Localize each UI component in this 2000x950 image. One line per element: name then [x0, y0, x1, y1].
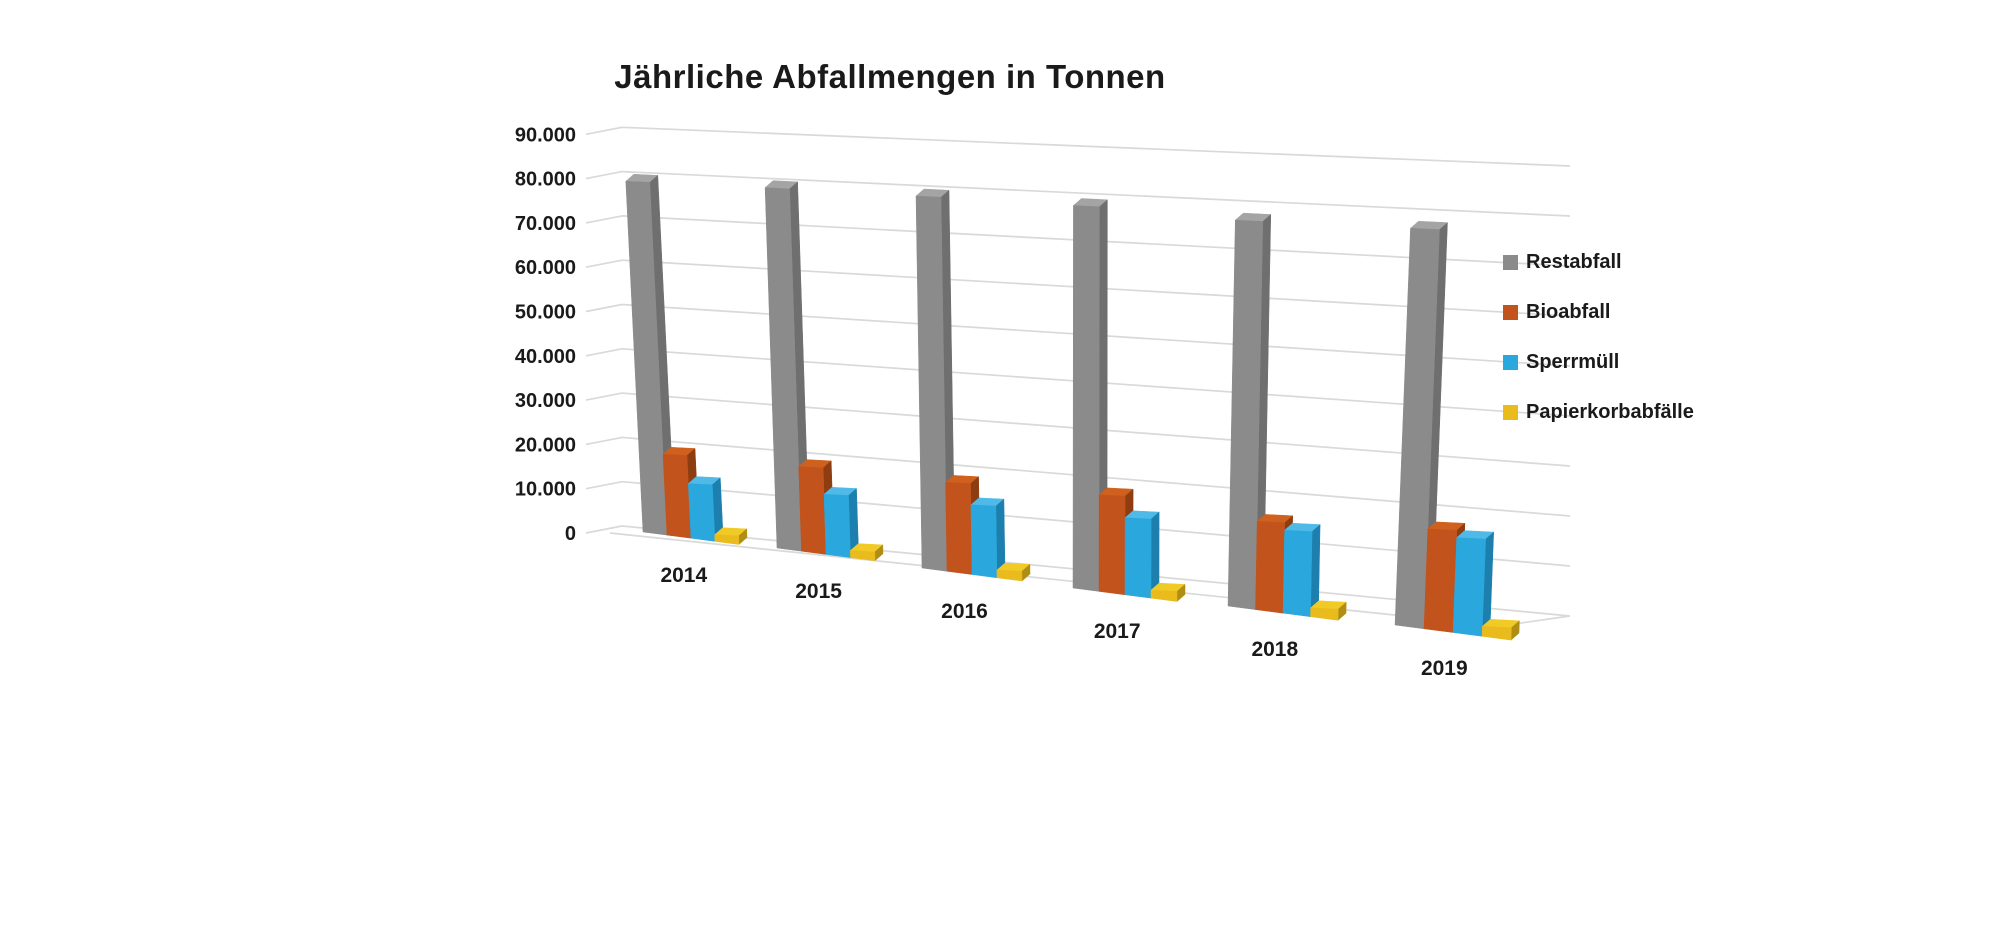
legend-label: Sperrmüll — [1526, 350, 1620, 373]
bar-front-face — [1282, 529, 1313, 617]
legend-label: Papierkorbabfälle — [1526, 400, 1694, 423]
gridline — [585, 126, 1571, 167]
legend-item-bioabfall: Bioabfall — [1503, 287, 1694, 337]
legend-item-restabfall: Restabfall — [1503, 237, 1694, 287]
legend-swatch-bioabfall — [1503, 304, 1518, 320]
bar-restabfall-2019 — [1394, 220, 1449, 630]
bar-sperrmull-2016 — [970, 497, 1006, 579]
legend-item-papierkorbabfalle: Papierkorbabfälle — [1503, 387, 1694, 437]
bar-front-face — [1072, 205, 1100, 592]
legend-swatch-restabfall — [1503, 254, 1518, 270]
legend-label: Restabfall — [1526, 250, 1622, 273]
bar-front-face — [1098, 494, 1126, 596]
legend-item-sperrmull: Sperrmüll — [1503, 337, 1694, 387]
bar-front-face — [1423, 528, 1458, 633]
bar-front-face — [798, 466, 827, 555]
x-axis-label: 2019 — [1421, 657, 1468, 680]
bar-papierkorbabfalle-2018 — [1310, 600, 1347, 621]
x-axis-label: 2014 — [660, 564, 707, 587]
bar-front-face — [1255, 521, 1285, 614]
y-axis-label: 50.000 — [515, 302, 576, 324]
x-axis-label: 2017 — [1094, 620, 1141, 643]
x-axis-label: 2018 — [1251, 638, 1298, 661]
y-axis-label: 80.000 — [515, 169, 576, 191]
bar-front-face — [688, 483, 716, 542]
bar-papierkorbabfalle-2014 — [714, 527, 748, 546]
legend-swatch-sperrmull — [1503, 354, 1518, 370]
bar-front-face — [1150, 589, 1178, 602]
bar-front-face — [996, 569, 1023, 582]
chart-title: Jährliche Abfallmengen in Tonnen — [614, 58, 1166, 95]
x-axis-label: 2015 — [795, 580, 842, 603]
chart-legend: Restabfall Bioabfall Sperrmüll Papierkorbab… — [1503, 237, 1694, 437]
bar-front-face — [1481, 626, 1512, 641]
legend-swatch-papierkorbabfalle — [1503, 404, 1518, 420]
bar-papierkorbabfalle-2015 — [849, 543, 884, 562]
bar-papierkorbabfalle-2019 — [1481, 619, 1521, 641]
bar-front-face — [970, 504, 998, 579]
legend-label: Bioabfall — [1526, 300, 1611, 323]
y-axis-label: 90.000 — [515, 124, 576, 146]
bar-restabfall-2016 — [915, 188, 956, 572]
bar-front-face — [1310, 607, 1339, 621]
bar-sperrmull-2015 — [823, 487, 859, 559]
bar-front-face — [1124, 517, 1152, 599]
bar-papierkorbabfalle-2017 — [1150, 582, 1186, 603]
bar-restabfall-2014 — [625, 173, 676, 536]
y-axis-label: 60.000 — [515, 257, 576, 279]
bar-papierkorbabfalle-2016 — [996, 562, 1031, 582]
y-axis-label: 40.000 — [515, 346, 576, 368]
bar-front-face — [714, 534, 740, 545]
bar-restabfall-2015 — [764, 180, 810, 552]
bar-front-face — [945, 482, 973, 575]
bar-front-face — [1452, 537, 1486, 637]
bar-restabfall-2018 — [1227, 212, 1272, 611]
y-axis-label: 0 — [565, 523, 576, 545]
bar-front-face — [823, 494, 851, 558]
y-axis-label: 70.000 — [515, 213, 576, 235]
x-axis-label: 2016 — [941, 600, 988, 623]
bar-front-face — [662, 454, 692, 539]
bar-sperrmull-2014 — [687, 476, 724, 542]
bar-sperrmull-2018 — [1282, 522, 1321, 618]
bar-sperrmull-2019 — [1452, 530, 1495, 637]
bar-sperrmull-2017 — [1124, 510, 1160, 599]
y-axis-label: 30.000 — [515, 390, 576, 412]
bar-front-face — [850, 550, 876, 561]
gridline — [585, 170, 1571, 217]
y-axis-label: 20.000 — [515, 434, 576, 456]
y-axis-label: 10.000 — [515, 479, 576, 501]
